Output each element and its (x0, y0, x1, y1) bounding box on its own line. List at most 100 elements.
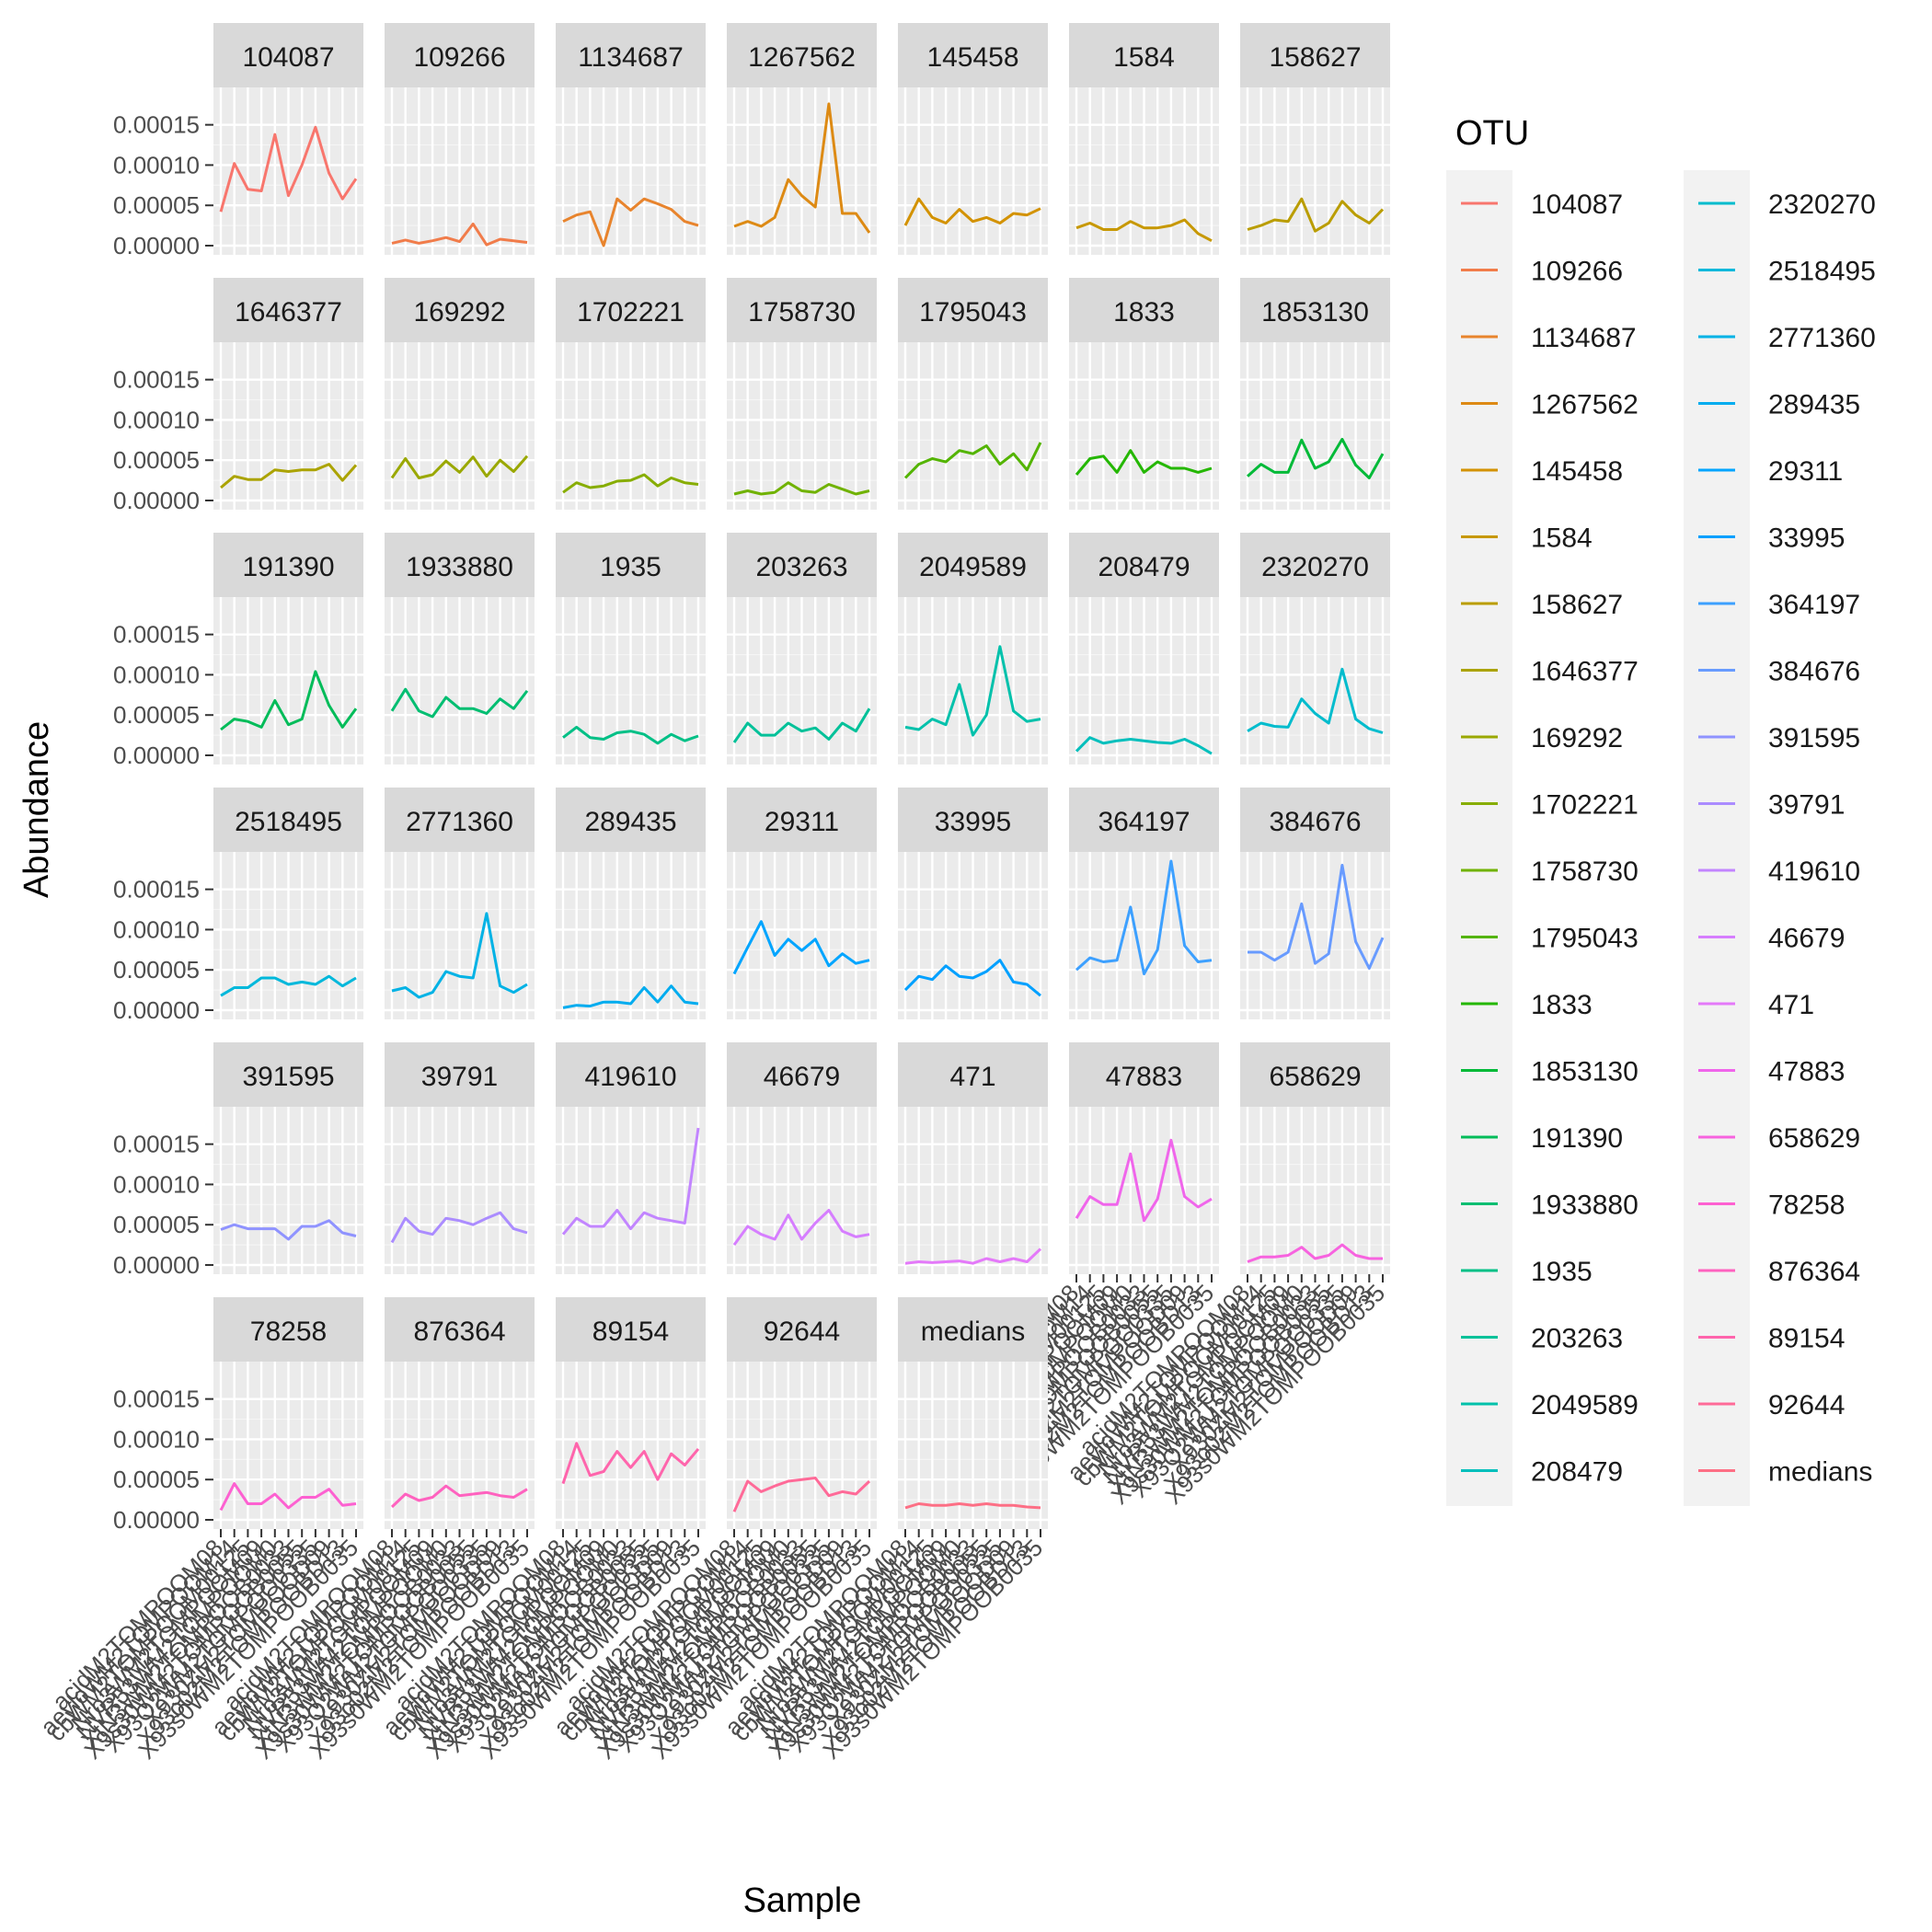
facet-strip (1240, 23, 1390, 87)
series-line (1248, 863, 1385, 970)
facet-strip (213, 278, 363, 342)
legend-label: 289435 (1768, 390, 1860, 420)
series-line (220, 1219, 357, 1241)
facet-strip (1240, 1042, 1390, 1107)
y-tick-label: 0.00015 (113, 366, 200, 394)
legend-label: 29311 (1768, 456, 1843, 487)
legend-label: 1646377 (1531, 657, 1639, 687)
facet-strip (385, 23, 535, 87)
legend-label: 2320270 (1768, 190, 1876, 220)
series-line (733, 481, 870, 496)
facet-panel: 39791 (385, 1042, 535, 1274)
facet-label: 1833 (1113, 297, 1175, 328)
facet-panel: 1853130 (1240, 278, 1390, 510)
y-tick-label: 0.00010 (113, 661, 200, 688)
facet-panel: 2320270 (1240, 533, 1390, 765)
facet-label: 109266 (413, 42, 505, 73)
facet-label: 1795043 (919, 297, 1027, 328)
facet-label: 29311 (765, 807, 839, 837)
facet-strip (898, 278, 1048, 342)
facet-strip (556, 23, 706, 87)
y-tick-label: 0.00010 (113, 915, 200, 943)
series-line (733, 102, 871, 234)
legend-label: 1795043 (1531, 924, 1639, 954)
facet-panel: 2771360 (385, 788, 535, 1019)
facet-label: 1933880 (406, 552, 513, 582)
facet-panel: 169292 (385, 278, 535, 510)
series-line (732, 1477, 871, 1512)
series-line (903, 197, 1041, 226)
facet-strip (385, 1042, 535, 1107)
facet-panel: 2049589 (898, 533, 1048, 765)
facet-strip (898, 533, 1048, 597)
facet-label: 169292 (413, 297, 505, 328)
series-line (390, 687, 529, 719)
facet-panel: 145458 (898, 23, 1048, 255)
facet-strip (1069, 788, 1219, 852)
y-tick-label: 0.00015 (113, 1386, 200, 1413)
facet-strip (556, 1297, 706, 1362)
facet-strip (556, 533, 706, 597)
facet-strip (385, 788, 535, 852)
facet-panel: 1758730 (727, 278, 877, 510)
facet-label: 364197 (1098, 807, 1190, 837)
series-line (219, 125, 358, 213)
facet-panel: 208479 (1069, 533, 1219, 765)
series-line (732, 920, 870, 975)
y-tick-label: 0.00000 (113, 487, 200, 514)
legend-label: 1935 (1531, 1257, 1593, 1287)
facet-strip (898, 1297, 1048, 1362)
facet-label: 92644 (764, 1317, 840, 1347)
y-tick-label: 0.00005 (113, 1211, 200, 1238)
facet-strip (1069, 23, 1219, 87)
y-tick-label: 0.00010 (113, 406, 200, 433)
facet-strip (213, 533, 363, 597)
y-tick-label: 0.00015 (113, 876, 200, 903)
facet-panel: 1646377 0.00000 0.00005 0.00010 0.00015 (113, 278, 363, 514)
facet-strip (727, 1042, 877, 1107)
facet-label: 471 (949, 1062, 995, 1092)
facet-label: 2320270 (1261, 552, 1369, 582)
y-tick-label: 0.00000 (113, 996, 200, 1024)
facet-strip (213, 23, 363, 87)
legend-label: 89154 (1768, 1324, 1845, 1354)
facet-label: 104087 (242, 42, 334, 73)
legend-label: 1702221 (1531, 790, 1639, 821)
facet-label: 208479 (1098, 552, 1190, 582)
y-tick-label: 0.00010 (113, 1170, 200, 1198)
facet-label: 1853130 (1261, 297, 1369, 328)
facet-label: 46679 (764, 1062, 840, 1092)
x-axis-title: Sample (743, 1881, 862, 1920)
y-tick-label: 0.00015 (113, 621, 200, 649)
y-axis-title: Abundance (17, 721, 56, 898)
facet-strip (727, 533, 877, 597)
series-line (219, 1482, 357, 1512)
facet-label: 1702221 (577, 297, 684, 328)
facet-panel: 203263 (727, 533, 877, 765)
facet-panel: 1134687 (556, 23, 706, 255)
facet-label: 47883 (1106, 1062, 1182, 1092)
series-line (562, 473, 699, 494)
facet-strip (1069, 1042, 1219, 1107)
facet-label: 384676 (1269, 807, 1361, 837)
series-line (903, 442, 1042, 479)
facet-label: 2771360 (406, 807, 513, 837)
facet-label: 289435 (584, 807, 676, 837)
series-line (391, 222, 528, 247)
series-line (1075, 859, 1213, 976)
facet-strip (1069, 278, 1219, 342)
legend: 104087 109266 1134687 1267562 145458 1584 1586… (1446, 170, 1876, 1506)
facet-label: 1758730 (748, 297, 856, 328)
facet-label: medians (921, 1317, 1025, 1347)
series-line (390, 454, 529, 479)
facet-panel: 2518495 0.00000 0.00005 0.00010 0.00015 (113, 788, 363, 1024)
facet-label: 191390 (242, 552, 334, 582)
facet-panel: 1935 (556, 533, 706, 765)
series-line (1247, 197, 1385, 233)
facet-strip (1240, 533, 1390, 597)
series-line (561, 1127, 700, 1236)
facet-panel: 158627 (1240, 23, 1390, 255)
facet-panels: 104087 0.00000 0.00005 0.00010 0.00015 109266… (35, 23, 1390, 1765)
legend-label: 1853130 (1531, 1057, 1639, 1087)
series-line (390, 1484, 528, 1509)
